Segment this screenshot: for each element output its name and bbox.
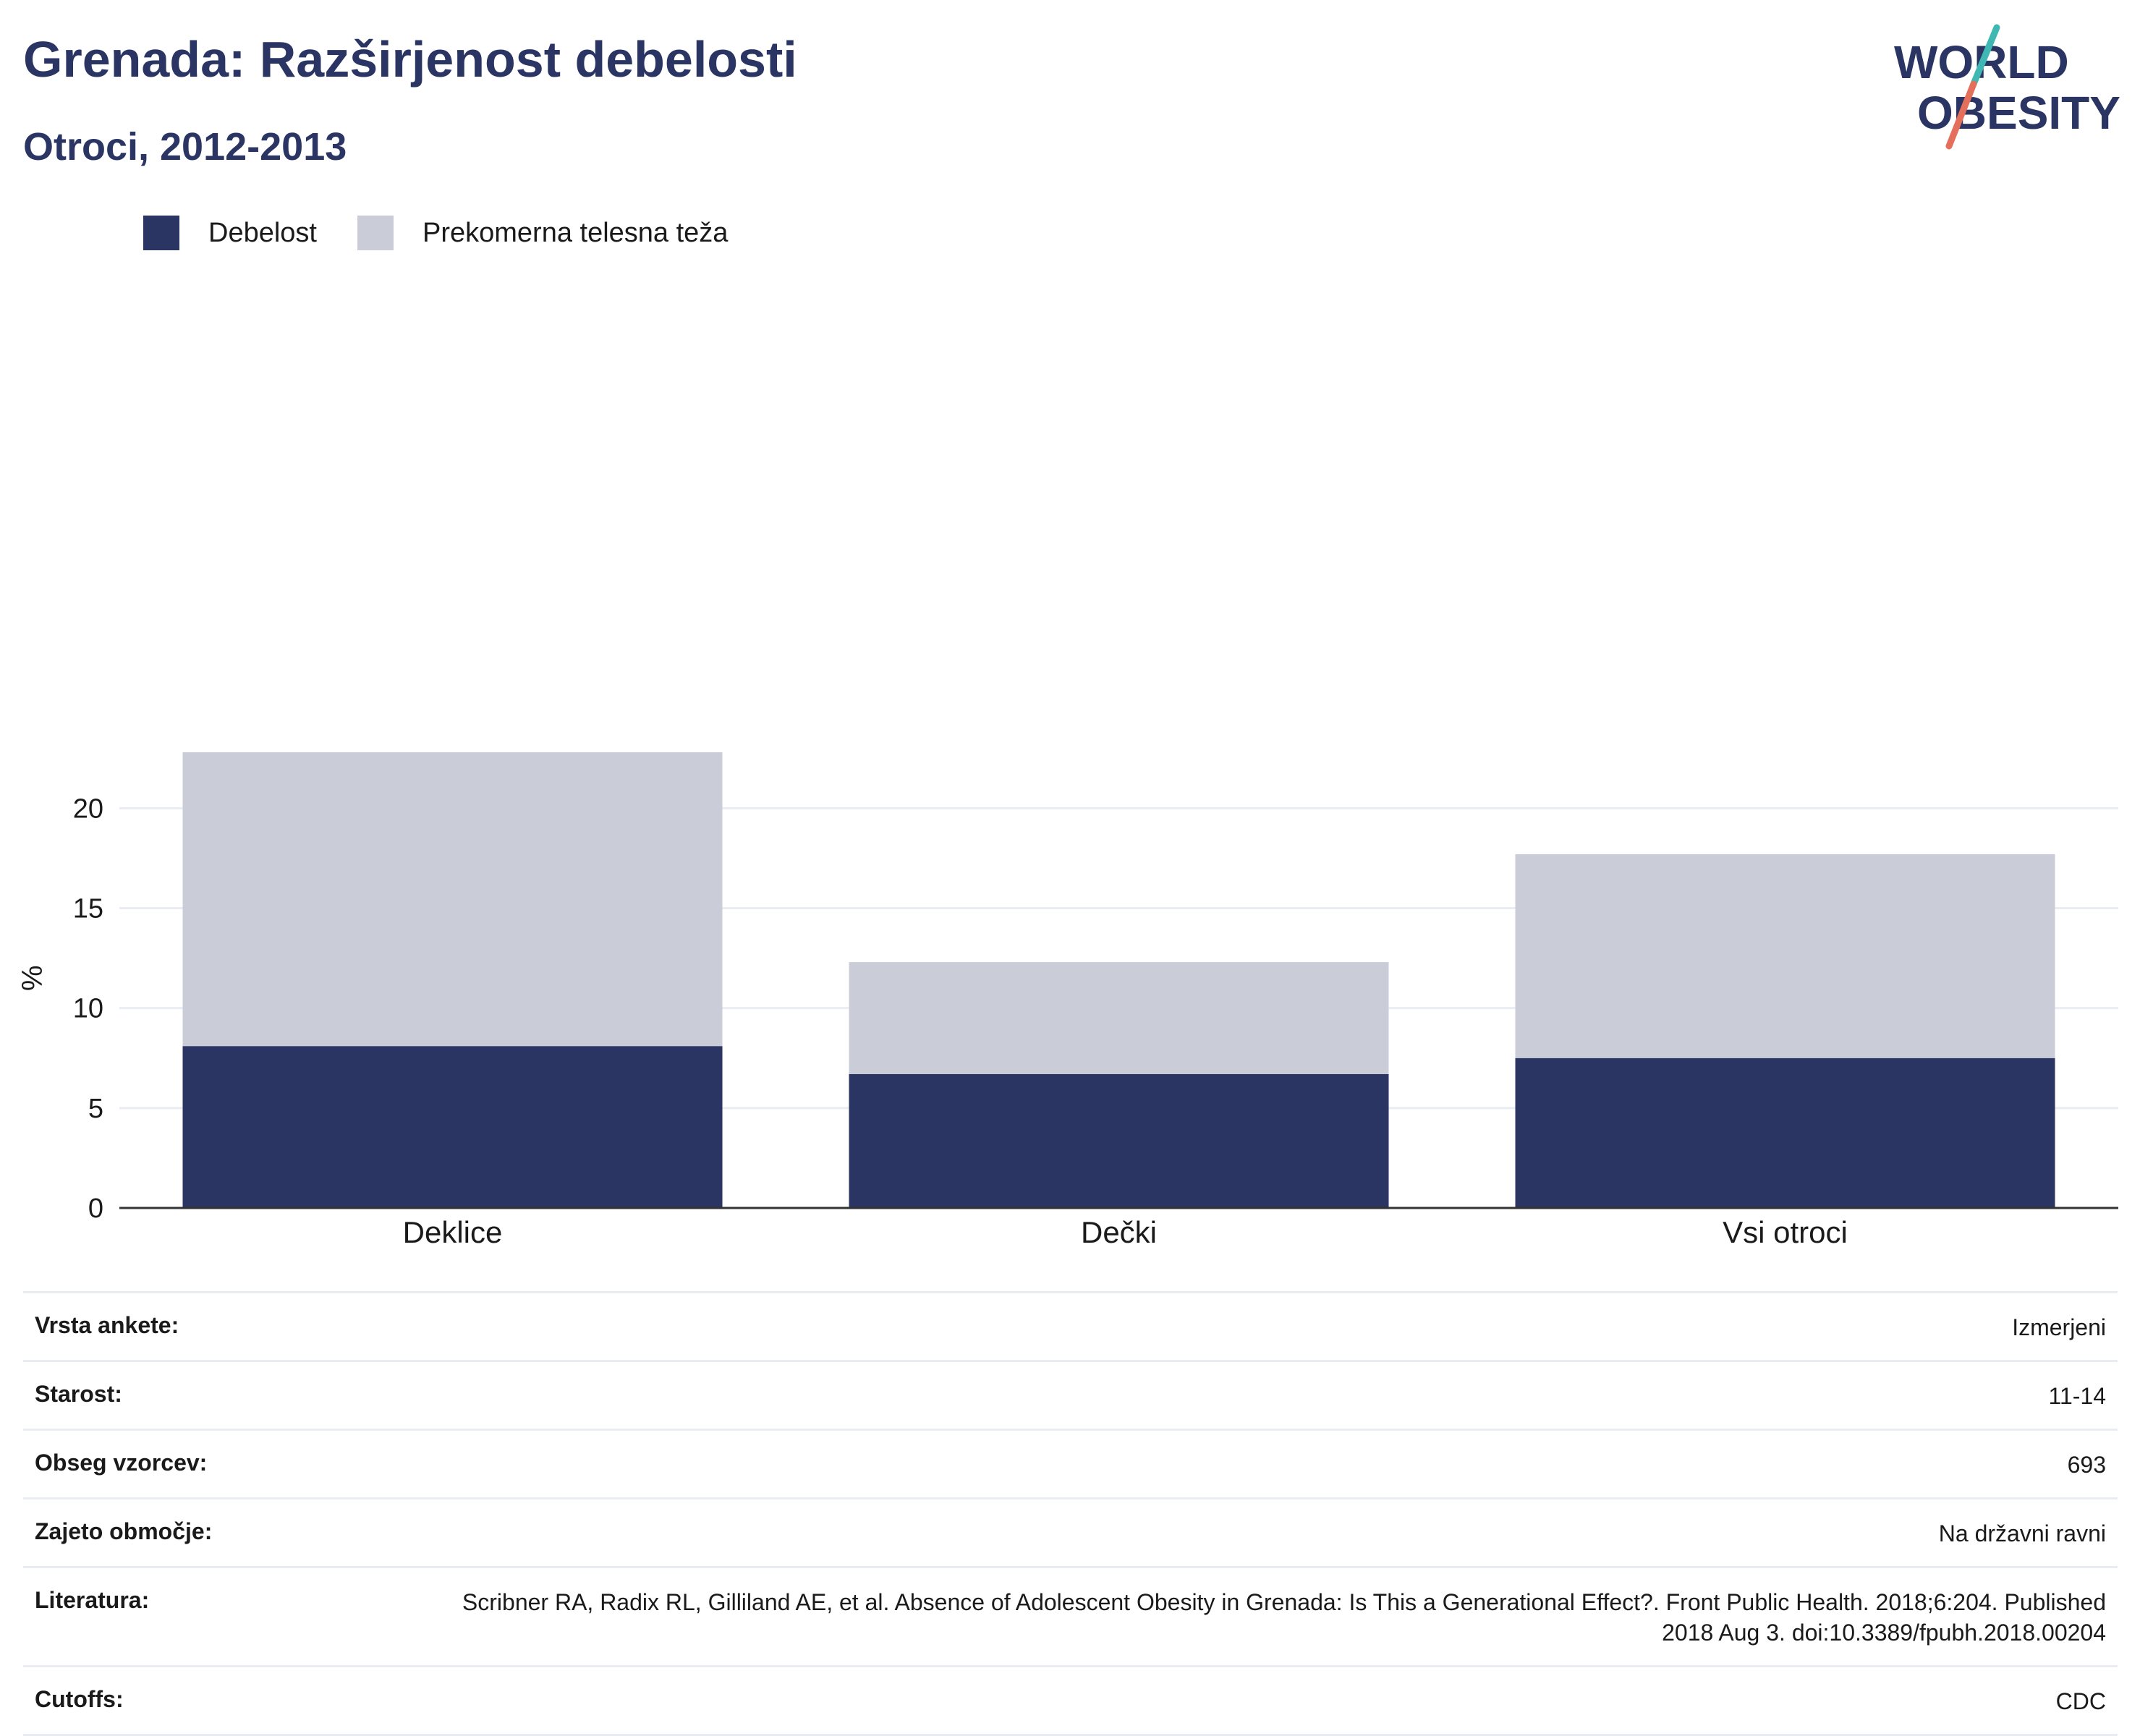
legend-item-overweight: Prekomerna telesna teža <box>357 216 728 250</box>
y-tick-label: 15 <box>73 894 103 924</box>
metadata-value: 693 <box>2067 1452 2106 1478</box>
bar-obesity-1 <box>849 1073 1389 1208</box>
metadata-value: Scribner RA, Radix RL, Gilliland AE, et … <box>462 1589 2106 1646</box>
legend-label-obesity: Debelost <box>208 217 317 248</box>
legend-label-overweight: Prekomerna telesna teža <box>422 217 729 248</box>
metadata-value: 11-14 <box>2048 1383 2106 1409</box>
logo-slash-top <box>1970 24 2000 88</box>
metadata-row: Starost: 11-14 <box>23 1362 2118 1431</box>
metadata-table: Vrsta ankete: Izmerjeni Starost: 11-14 Obseg… <box>23 1291 2118 1736</box>
x-category-label: Dečki <box>1081 1215 1157 1249</box>
metadata-row: Zajeto območje: Na državni ravni <box>23 1499 2118 1568</box>
bar-chart: 0 5 10 15 20% Deklice Dečki Vsi otroci <box>17 752 2118 1249</box>
bar-overweight-2 <box>1515 854 2055 1058</box>
bar-obesity-0 <box>182 1046 723 1208</box>
bar-overweight-0 <box>182 752 723 1047</box>
logo-slash-bottom <box>1945 80 1977 150</box>
metadata-key: Cutoffs: <box>35 1686 124 1712</box>
metadata-key: Zajeto območje: <box>35 1518 213 1544</box>
logo-text-obesity: OBESITY <box>1917 87 2120 139</box>
metadata-key: Starost: <box>35 1381 122 1407</box>
x-category-label: Deklice <box>403 1215 503 1249</box>
legend-swatch-overweight <box>357 216 394 250</box>
metadata-row: Vrsta ankete: Izmerjeni <box>23 1293 2118 1362</box>
y-axis-label: % <box>17 965 48 991</box>
metadata-row: Obseg vzorcev: 693 <box>23 1431 2118 1499</box>
page-subtitle: Otroci, 2012-2013 <box>23 125 347 169</box>
metadata-key: Obseg vzorcev: <box>35 1450 208 1476</box>
legend-item-obesity: Debelost <box>143 216 317 250</box>
page-title: Grenada: Razširjenost debelosti <box>23 31 797 88</box>
world-obesity-logo: WORLD OBESITY <box>1894 24 2120 150</box>
y-tick-label: 20 <box>73 793 103 824</box>
legend-swatch-obesity <box>143 216 179 250</box>
metadata-value: CDC <box>2055 1688 2106 1714</box>
metadata-key: Literatura: <box>35 1587 150 1613</box>
metadata-row: Literatura: Scribner RA, Radix RL, Gillil… <box>23 1568 2118 1667</box>
chart-legend: Debelost Prekomerna telesna teža <box>143 216 768 250</box>
y-tick-label: 5 <box>88 1094 103 1124</box>
y-tick-label: 10 <box>73 994 103 1024</box>
metadata-row: Cutoffs: CDC <box>23 1667 2118 1736</box>
metadata-value: Izmerjeni <box>2012 1314 2106 1340</box>
bar-obesity-2 <box>1515 1058 2055 1208</box>
y-tick-label: 0 <box>88 1194 103 1224</box>
x-category-label: Vsi otroci <box>1723 1215 1848 1249</box>
metadata-key: Vrsta ankete: <box>35 1312 179 1338</box>
bar-overweight-1 <box>849 962 1389 1074</box>
metadata-value: Na državni ravni <box>1938 1520 2106 1546</box>
